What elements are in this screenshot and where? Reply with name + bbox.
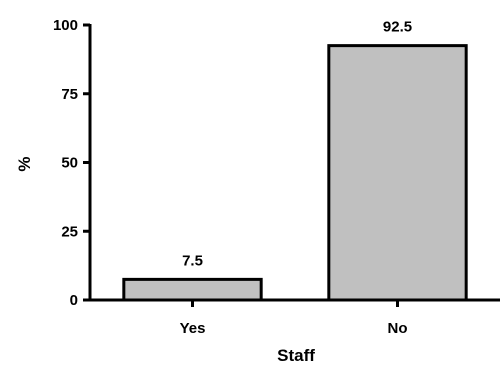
data-labels-group: 7.5 92.5: [182, 19, 412, 270]
y-tick-label: 100: [53, 17, 78, 34]
y-tick-label: 0: [70, 292, 78, 309]
y-tick-label: 75: [61, 86, 78, 103]
bars-group: [122, 44, 468, 302]
data-label-yes: 7.5: [182, 252, 203, 269]
y-ticks-group: 0 25 50 75 100: [53, 17, 90, 309]
x-axis-title: Staff: [277, 346, 315, 365]
x-ticks-group: Yes No: [180, 300, 408, 337]
bar-no: [327, 44, 468, 302]
bar-yes: [122, 277, 263, 302]
y-tick-label: 25: [61, 223, 78, 240]
x-tick-label-yes: Yes: [180, 320, 206, 337]
x-tick-label-no: No: [388, 320, 408, 337]
y-tick-label: 50: [61, 155, 78, 172]
y-axis-title: %: [15, 156, 34, 171]
data-label-no: 92.5: [383, 19, 412, 36]
